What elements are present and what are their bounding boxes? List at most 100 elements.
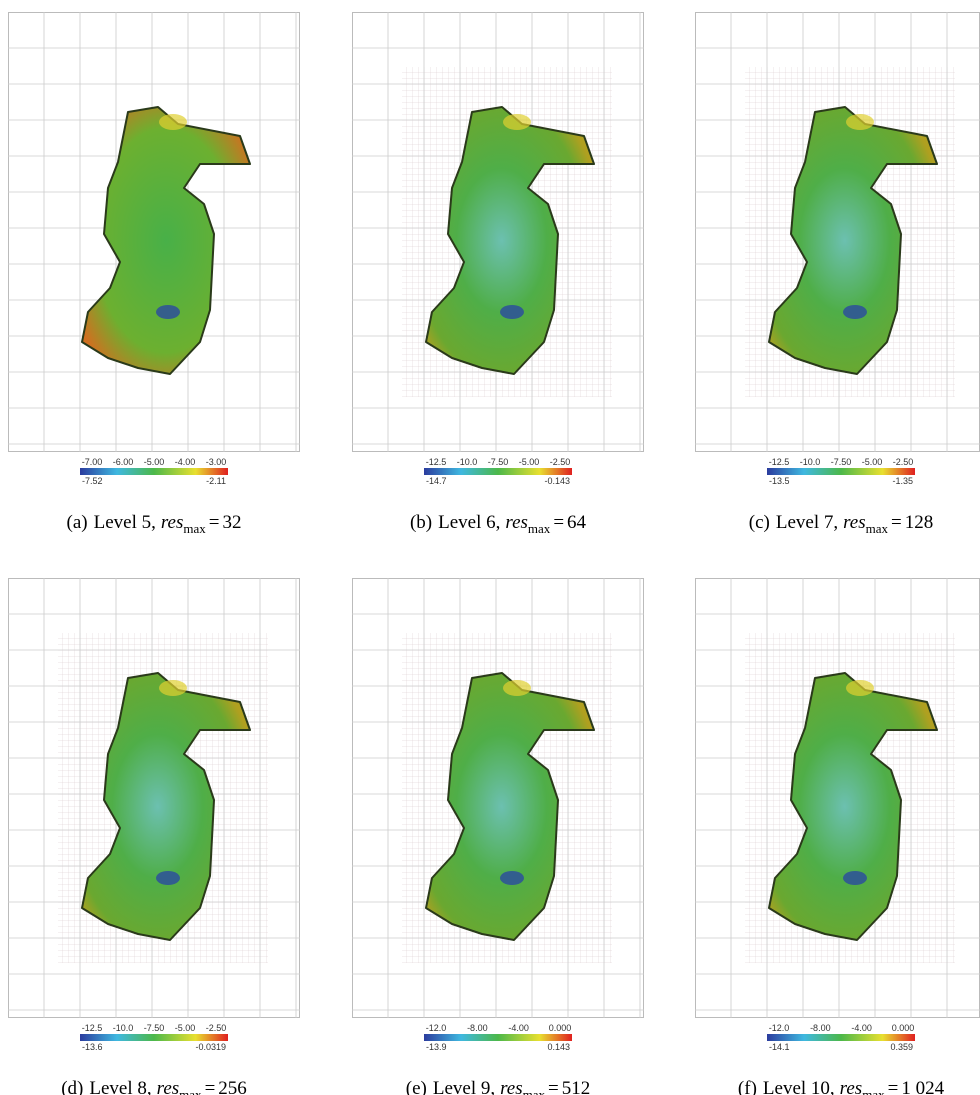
colorbar-tick-label: -10.0 <box>457 457 478 467</box>
caption-value: 512 <box>562 1078 591 1095</box>
colorbar-tick-label: -4.00 <box>175 457 196 467</box>
colorbar <box>424 1034 572 1041</box>
colorbar-tick-label: -10.0 <box>113 1023 134 1033</box>
colorbar-tick-label: -12.5 <box>426 457 447 467</box>
colorbar-min: -7.52 <box>82 476 103 486</box>
caption-level: Level 7, <box>776 512 838 533</box>
caption-value: 128 <box>905 512 934 533</box>
panel <box>8 578 300 1018</box>
colorbar-tick-label: -8.00 <box>467 1023 488 1033</box>
caption-sub: max <box>183 521 206 536</box>
colorbar-max: -1.35 <box>892 476 913 486</box>
caption-level: Level 10, <box>763 1078 835 1095</box>
caption: (e) Level 9, resmax=512 <box>406 1078 591 1095</box>
caption-var: res <box>161 512 184 533</box>
caption-label: (d) <box>61 1078 83 1095</box>
colorbar-tick-label: -5.00 <box>862 457 883 467</box>
colorbar <box>80 468 228 475</box>
surface-patch <box>159 114 187 130</box>
caption-value: 1 024 <box>901 1078 944 1095</box>
colorbar-tick-label: -4.00 <box>851 1023 872 1033</box>
caption-sub: max <box>862 1087 885 1095</box>
colorbar-tick-label: -3.00 <box>206 457 227 467</box>
surface-patch <box>843 871 867 885</box>
caption-level: Level 5, <box>94 512 156 533</box>
caption-var: res <box>843 512 866 533</box>
colorbar-max: -0.0319 <box>195 1042 226 1052</box>
panel <box>352 578 644 1018</box>
colorbar-tick-label: -12.5 <box>82 1023 103 1033</box>
caption-eq: = <box>205 1078 216 1095</box>
colorbar-min: -13.5 <box>769 476 790 486</box>
caption: (b) Level 6,resmax=64 <box>410 512 587 536</box>
colorbar-tick-label: -4.00 <box>508 1023 529 1033</box>
colorbar-tick-label: -2.50 <box>206 1023 227 1033</box>
caption-value: 32 <box>223 512 242 533</box>
caption-label: (e) <box>406 1078 427 1095</box>
caption-sub: max <box>179 1087 202 1095</box>
caption: (d)Level 8,resmax=256 <box>61 1078 247 1095</box>
colorbar-tick-label: -7.50 <box>144 1023 165 1033</box>
caption-value: 64 <box>567 512 587 533</box>
caption: (f) Level 10, resmax=1 024 <box>738 1078 945 1095</box>
page: -7.00-6.00-5.00-4.00-3.00-7.52-2.11(a)Le… <box>0 0 980 1095</box>
colorbar-tick-label: -7.00 <box>82 457 103 467</box>
colorbar-min: -13.9 <box>426 1042 447 1052</box>
colorbar <box>767 468 915 475</box>
caption-eq: = <box>888 1078 899 1095</box>
caption-label: (b) <box>410 512 432 533</box>
colorbar-tick-label: 0.000 <box>892 1023 915 1033</box>
colorbar-tick-label: 0.000 <box>549 1023 572 1033</box>
colorbar-tick-label: -12.0 <box>426 1023 447 1033</box>
colorbar-max: -2.11 <box>206 476 226 486</box>
colorbar-tick-label: -7.50 <box>831 457 852 467</box>
colorbar-max: 0.359 <box>890 1042 913 1052</box>
caption-eq: = <box>209 512 220 533</box>
colorbar-tick-label: -10.0 <box>800 457 821 467</box>
colorbar-max: -0.143 <box>544 476 570 486</box>
caption-level: Level 6, <box>438 512 500 533</box>
colorbar-max: 0.143 <box>547 1042 570 1052</box>
surface-patch <box>156 871 180 885</box>
caption-sub: max <box>523 1087 546 1095</box>
colorbar-min: -14.1 <box>769 1042 790 1052</box>
caption-var: res <box>840 1078 863 1095</box>
caption-var: res <box>505 512 528 533</box>
colorbar <box>424 468 572 475</box>
panel <box>352 12 644 452</box>
surface-patch <box>159 680 187 696</box>
panel <box>695 12 980 452</box>
surface-patch <box>843 305 867 319</box>
surface-patch <box>500 871 524 885</box>
caption-label: (f) <box>738 1078 757 1095</box>
colorbar <box>767 1034 915 1041</box>
caption-eq: = <box>553 512 564 533</box>
caption-sub: max <box>866 521 889 536</box>
colorbar-min: -13.6 <box>82 1042 103 1052</box>
panel <box>8 12 300 452</box>
surface-patch <box>503 680 531 696</box>
panel <box>695 578 980 1018</box>
colorbar-tick-label: -8.00 <box>810 1023 831 1033</box>
colorbar-tick-label: -6.00 <box>113 457 134 467</box>
surface-patch <box>500 305 524 319</box>
colorbar-tick-label: -12.0 <box>769 1023 790 1033</box>
caption-var: res <box>500 1078 523 1095</box>
colorbar-tick-label: -2.50 <box>893 457 914 467</box>
surface-patch <box>503 114 531 130</box>
caption-level: Level 8, <box>89 1078 151 1095</box>
caption-eq: = <box>548 1078 559 1095</box>
caption: (c)Level 7,resmax=128 <box>749 512 934 536</box>
caption-sub: max <box>528 521 551 536</box>
colorbar <box>80 1034 228 1041</box>
colorbar-tick-label: -5.00 <box>144 457 165 467</box>
surface-patch <box>156 305 180 319</box>
caption-var: res <box>157 1078 180 1095</box>
colorbar-tick-label: -7.50 <box>488 457 509 467</box>
surface-patch <box>846 680 874 696</box>
colorbar-tick-label: -5.00 <box>519 457 540 467</box>
surface-patch <box>846 114 874 130</box>
figure: -7.00-6.00-5.00-4.00-3.00-7.52-2.11(a)Le… <box>0 0 980 1095</box>
caption-level: Level 9, <box>433 1078 495 1095</box>
caption-eq: = <box>891 512 902 533</box>
